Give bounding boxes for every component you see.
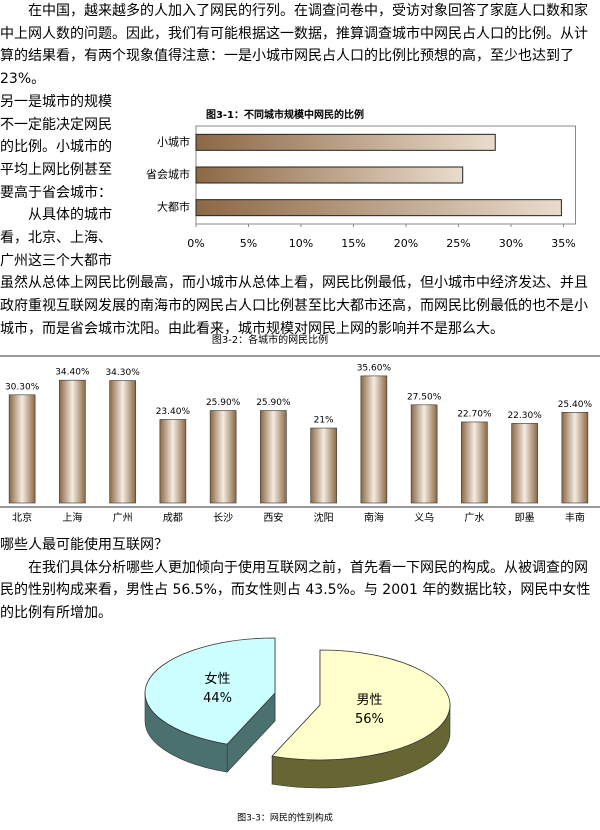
bar (195, 198, 562, 216)
x-tick-label: 沈阳 (314, 511, 334, 524)
paragraph: 在我们具体分析哪些人更加倾向于使用互联网之前，首先看一下网民的构成。从被调查的网… (0, 559, 591, 622)
bar (209, 410, 237, 504)
data-label: 27.50% (407, 392, 442, 402)
x-tick-label: 南海 (364, 511, 384, 524)
pie-slice (271, 649, 451, 761)
data-label: 25.90% (206, 398, 241, 408)
y-tick-label: 小城市 (157, 134, 190, 148)
bar (195, 166, 464, 184)
y-tick-label: 大都市 (157, 199, 190, 213)
x-tick-label: 广州 (113, 512, 133, 524)
chart-title: 图3-2：各城市的网民比例 (212, 333, 328, 346)
bar (159, 419, 187, 504)
bar (8, 394, 36, 504)
x-tick-label: 25% (446, 237, 470, 250)
x-tick-label: 丰南 (565, 511, 585, 524)
bar (195, 133, 496, 151)
data-label: 25.90% (256, 398, 291, 408)
x-tick-label: 0% (187, 237, 204, 250)
x-tick-label: 北京 (12, 511, 32, 524)
figure: 图3-1：不同城市规模中网民的比例小城市省会城市大都市 0% 5% 10% 15% 20%… (130, 91, 600, 259)
data-label: 25.40% (558, 400, 593, 410)
data-label: 34.30% (105, 368, 140, 378)
data-label: 35.60% (357, 363, 392, 373)
x-tick-label: 15% (341, 237, 365, 250)
section: 在中国，越来越多的人加入了网民的行列。在调查问卷中，受访对象回答了家庭人口数和家… (0, 0, 600, 341)
x-tick-label: 成都 (163, 512, 183, 524)
chart-title: 图3-1：不同城市规模中网民的比例 (206, 108, 364, 121)
bar (461, 421, 488, 504)
x-tick-label: 10% (289, 237, 313, 250)
x-tick-label: 广水 (464, 512, 484, 524)
heading: 哪些人最可能使用互联网？ (0, 537, 168, 553)
bar (260, 410, 287, 504)
bar (59, 379, 86, 504)
x-tick-label: 义乌 (414, 511, 434, 524)
paragraph: 在中国，越来越多的人加入了网民的行列。在调查问卷中，受访对象回答了家庭人口数和家… (0, 3, 588, 88)
bar (511, 423, 538, 504)
x-tick-label: 长沙 (213, 512, 233, 524)
paragraph: 从具体的城市看，北京、上海、广州这三个大都市虽然从总体上网民比例最高，而小城市从… (0, 207, 588, 337)
x-tick-label: 上海 (62, 511, 82, 524)
x-tick-label: 20% (394, 237, 418, 250)
data-label: 44% (203, 691, 232, 706)
x-tick-label: 35% (551, 237, 575, 250)
bar (561, 412, 589, 504)
x-tick-label: 即墨 (515, 512, 535, 524)
data-label: 56% (355, 712, 384, 727)
data-label: 34.40% (55, 368, 90, 378)
y-tick-label: 省会城市 (146, 167, 190, 181)
data-label: 22.30% (507, 411, 542, 421)
bar (410, 404, 438, 504)
chart-title: 图3-3：网民的性别构成 (237, 812, 333, 824)
data-label: 23.40% (156, 407, 191, 417)
data-label: 21% (314, 416, 334, 426)
paragraph: 另一是城市的规模不一定能决定网民的比例。小城市的平均上网比例甚至要高于省会城市： (0, 93, 112, 201)
data-label: 22.70% (457, 409, 492, 419)
section: 哪些人最可能使用互联网？ 在我们具体分析哪些人更加倾向于使用互联网之前，首先看一… (0, 534, 600, 625)
bar (360, 375, 388, 504)
legend-label: 男性 (356, 693, 382, 708)
pie-slice (144, 637, 276, 745)
x-tick-label: 5% (240, 237, 257, 250)
bar (310, 427, 337, 504)
legend-label: 女性 (205, 671, 231, 687)
x-tick-label: 西安 (263, 511, 283, 524)
data-label: 30.30% (5, 382, 40, 392)
bar (109, 380, 136, 504)
x-tick-label: 30% (499, 237, 523, 250)
